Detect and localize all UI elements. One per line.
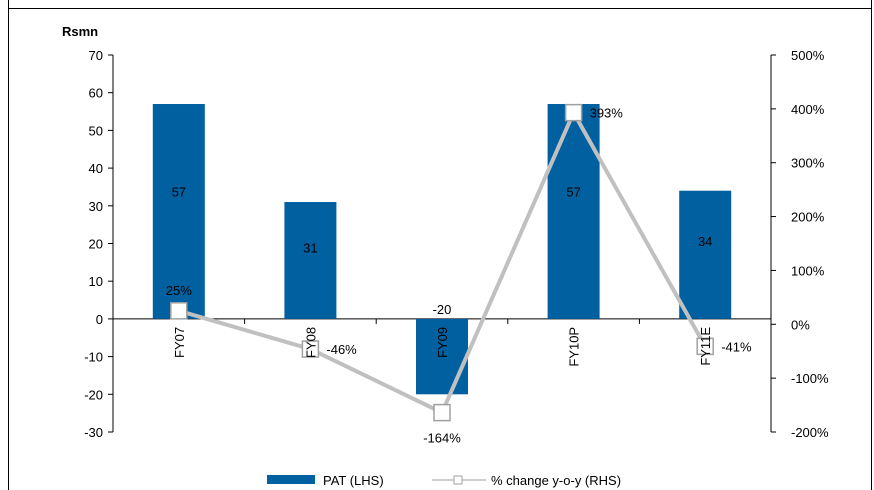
- category-label-FY10P: FY10P: [567, 327, 582, 367]
- bar-value-label: 31: [303, 240, 317, 255]
- line-value-label: -41%: [721, 339, 752, 354]
- bar-value-label: -20: [433, 302, 452, 317]
- legend-bar-swatch: [267, 475, 315, 484]
- line-point-FY08: [301, 340, 320, 358]
- right-axis-tick-label: -100%: [791, 371, 829, 386]
- line-point-FY07: [170, 302, 188, 320]
- legend: PAT (LHS) % change y-o-y (RHS): [267, 473, 621, 488]
- data-labels-group: 57 31 -20 57 34 FY07 FY08 FY09 FY10P FY11E 25% -46%…: [166, 106, 752, 446]
- bar-FY07: [152, 104, 205, 319]
- line-value-label: -46%: [326, 342, 357, 357]
- legend-line-marker: [453, 475, 463, 485]
- left-axis-unit-label: Rsmn: [62, 24, 98, 39]
- left-axis-tick-label: 40: [89, 161, 103, 176]
- line-value-label: -164%: [423, 431, 461, 446]
- category-label-FY07: FY07: [172, 327, 187, 358]
- line-point-FY10P: [564, 103, 583, 122]
- right-axis-tick-label: -200%: [791, 425, 829, 440]
- line-value-label: 25%: [166, 283, 192, 298]
- right-axis-tick-label: 500%: [791, 48, 825, 63]
- line-point-FY09: [433, 403, 451, 422]
- chart-title-strip: [8, 0, 872, 9]
- category-label-FY11E: FY11E: [698, 327, 713, 366]
- bar-FY09: [416, 318, 468, 395]
- legend-line-label: % change y-o-y (RHS): [491, 473, 621, 488]
- bar-value-label: 57: [172, 184, 186, 199]
- bar-FY10P: [547, 104, 600, 319]
- right-axis-tick-label: 400%: [791, 102, 825, 117]
- line-value-label: 393%: [590, 106, 624, 121]
- line-point-FY11E: [696, 337, 714, 356]
- right-axis-tick-label: 200%: [791, 210, 825, 225]
- left-axis-tick-label: 0: [96, 312, 103, 327]
- left-axis-tick-label: 50: [89, 123, 103, 138]
- right-axis-tick-label: 0%: [791, 317, 810, 332]
- right-axis-tick-label: 100%: [791, 263, 825, 278]
- axes-group: 70 60 50 40 30 20 10 0 -10 -20 -30 500% 400% 300% 200%…: [84, 48, 829, 440]
- left-axis-tick-label: -10: [84, 350, 103, 365]
- right-axis-tick-label: 300%: [791, 156, 825, 171]
- left-axis-tick-label: -20: [84, 387, 103, 402]
- left-axis-tick-label: -30: [84, 425, 103, 440]
- bar-value-label: 34: [698, 234, 712, 249]
- bar-FY11E: [679, 190, 732, 319]
- line-series-group: [170, 103, 714, 422]
- bars-group: [152, 104, 732, 395]
- bar-FY08: [284, 202, 337, 319]
- chart-frame: [8, 0, 872, 490]
- left-axis-tick-label: 70: [89, 48, 103, 63]
- category-label-FY08: FY08: [303, 327, 318, 358]
- left-axis-tick-label: 20: [89, 237, 103, 252]
- left-axis-tick-label: 10: [89, 274, 103, 289]
- left-axis-tick-label: 30: [89, 199, 103, 214]
- bar-value-label: 57: [566, 184, 580, 199]
- legend-bar-label: PAT (LHS): [323, 473, 384, 488]
- category-label-FY09: FY09: [435, 327, 450, 358]
- left-axis-tick-label: 60: [89, 86, 103, 101]
